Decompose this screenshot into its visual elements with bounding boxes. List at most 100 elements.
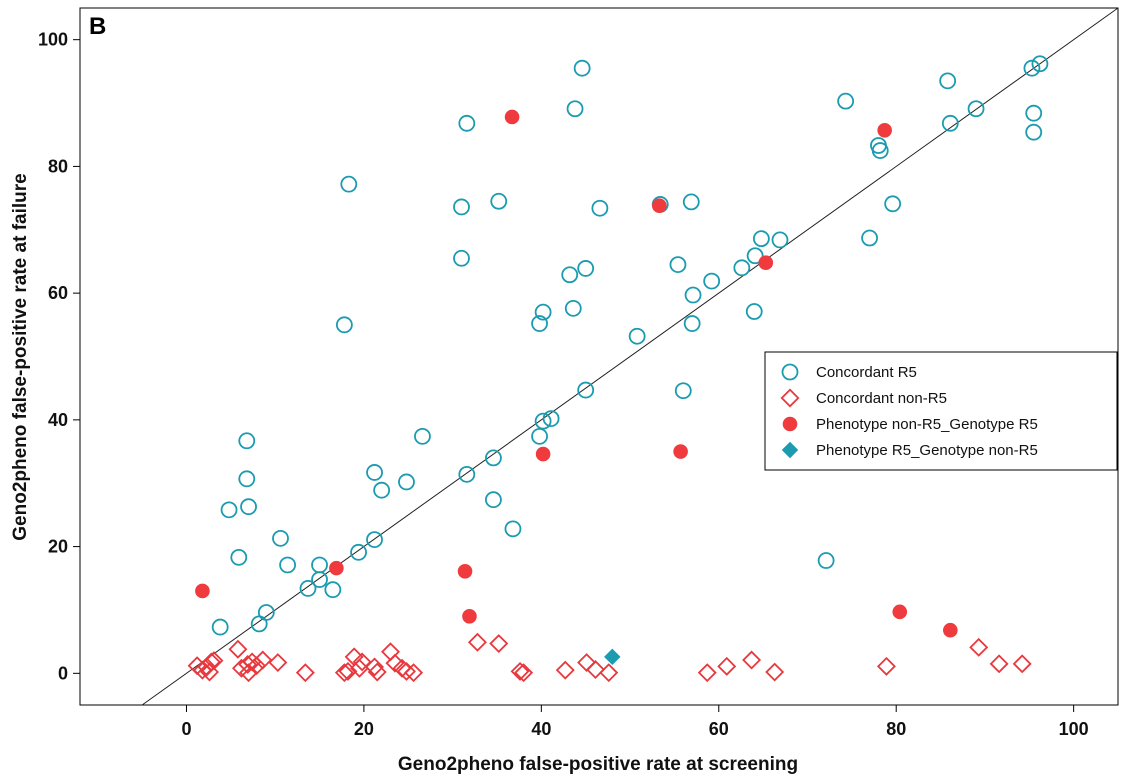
data-point [373,481,391,499]
data-point [876,656,896,676]
data-point [365,657,385,677]
series-2 [187,632,1032,683]
data-point [837,92,855,110]
data-point [771,231,789,249]
data-point [752,230,770,248]
legend-box [764,351,1118,471]
data-point [561,266,579,284]
data-point [884,195,902,213]
data-point [941,114,959,132]
data-point [195,583,210,599]
data-point [669,256,687,274]
data-point [414,427,431,445]
data-point [397,661,416,681]
data-point [585,660,605,679]
data-point [510,661,530,681]
data-point [1023,59,1041,77]
data-point [350,543,367,561]
data-point [746,247,764,265]
legend-marker [781,441,799,459]
data-point [1025,104,1043,122]
y-tick-label: 60 [48,283,68,303]
data-point [240,498,257,516]
plot-area [79,7,1119,706]
data-point [652,198,667,213]
data-point [504,520,522,538]
series-3 [195,109,958,638]
data-point [989,654,1009,674]
y-axis-title: Geno2pheno false-positive rate at failur… [10,173,31,540]
y-tick-label: 20 [48,537,68,557]
series-4 [604,648,621,666]
data-point [238,432,256,450]
data-point [457,564,473,579]
x-axis: 0 20 40 60 80 100 [181,705,1089,739]
x-tick-label: 100 [1059,719,1089,739]
plot-frame [79,7,1119,706]
data-point [485,491,502,509]
data-point [279,556,297,574]
data-point [742,650,762,670]
data-point [1025,123,1043,141]
identity-reference-line [141,7,1119,706]
data-point [577,653,597,673]
data-point [683,315,701,332]
data-point [684,286,702,304]
legend-label: Concordant non-R5 [816,390,947,407]
data-point [366,531,383,549]
data-point [299,580,317,597]
data-point [531,315,548,332]
data-point [673,444,688,459]
data-point [211,618,229,636]
data-point [367,662,387,682]
data-point [939,72,957,90]
panel-label: B [89,13,106,40]
x-tick-label: 80 [886,719,906,739]
data-point [566,100,584,118]
data-point [534,412,552,430]
data-point [1031,55,1049,73]
data-point [467,632,487,652]
x-tick-label: 60 [709,719,729,739]
data-point [404,663,424,683]
data-point [458,465,476,483]
data-point [877,122,892,138]
data-point [573,59,591,77]
data-points [187,55,1049,683]
data-point [758,255,774,271]
data-point [334,663,354,683]
data-point [352,652,372,672]
data-point [577,260,595,277]
data-point [453,198,470,216]
data-point [599,663,619,683]
data-point [272,529,289,547]
data-point [485,449,502,467]
data-point [490,192,508,210]
data-point [238,470,256,488]
x-tick-label: 40 [531,719,551,739]
data-point [564,299,582,317]
data-point [943,622,958,638]
data-point [591,199,609,217]
data-point [462,608,477,624]
data-point [1012,654,1032,674]
data-point [247,656,267,676]
x-axis-title: Geno2pheno false-positive rate at screen… [398,754,798,775]
data-point [489,634,509,654]
legend-marker [781,363,799,381]
data-point [458,114,476,132]
data-point [514,663,534,683]
y-tick-label: 100 [38,30,68,50]
data-point [535,446,551,462]
data-point [604,648,621,666]
data-point [504,109,520,125]
data-point [340,175,358,193]
data-point [239,663,259,683]
y-tick-label: 80 [48,156,68,176]
data-point [717,656,737,676]
data-point [871,142,889,159]
data-point [335,316,353,334]
legend: Concordant R5 Concordant non-R5 Phenotype … [764,351,1118,471]
data-point [453,249,470,267]
